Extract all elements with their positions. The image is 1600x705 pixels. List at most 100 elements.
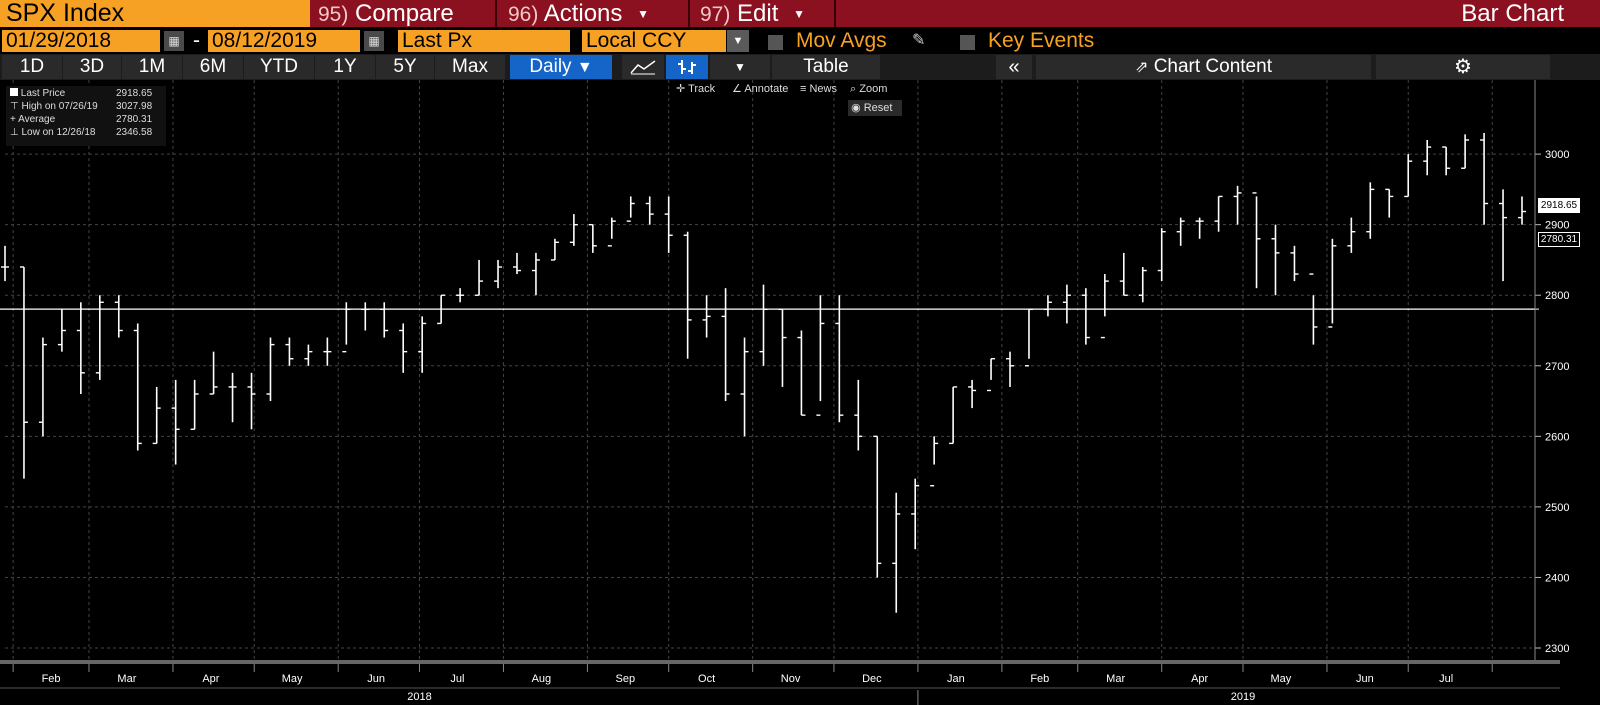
range-ytd-button[interactable]: YTD xyxy=(244,55,314,79)
price-bar xyxy=(1423,140,1432,176)
price-bar xyxy=(512,252,521,275)
reset-icon: ◉ xyxy=(851,102,861,114)
chart-grid xyxy=(5,80,1535,660)
x-axis-scrollbar xyxy=(0,660,1560,664)
price-bar xyxy=(835,295,844,423)
menu-separator xyxy=(834,0,836,27)
chevron-down-icon[interactable]: ▼ xyxy=(727,30,749,52)
x-tick-label: Feb xyxy=(1030,673,1049,685)
price-bar xyxy=(759,284,768,366)
price-chart[interactable]: 2300 2400 2500 2600 2700 2800 2900 3000 Feb Mar A… xyxy=(0,80,1600,705)
price-bar xyxy=(228,372,237,423)
x-tick-label: Mar xyxy=(1106,673,1125,685)
price-bar xyxy=(607,217,616,247)
annotate-label: Annotate xyxy=(744,83,789,95)
price-bar xyxy=(1290,245,1299,282)
x-tick-label: Dec xyxy=(862,673,882,685)
price-bar xyxy=(1157,228,1166,282)
actions-number: 96) xyxy=(508,3,539,26)
range-3d-button[interactable]: 3D xyxy=(63,55,121,79)
price-bar xyxy=(1024,308,1033,367)
year-label: 2019 xyxy=(1231,691,1255,703)
crosshair-icon: ✛ xyxy=(676,83,686,95)
range-1y-button[interactable]: 1Y xyxy=(315,55,375,79)
price-bar xyxy=(1252,192,1261,289)
price-bar xyxy=(721,288,730,402)
range-1d-button[interactable]: 1D xyxy=(2,55,62,79)
price-bar xyxy=(1,245,9,282)
price-bar xyxy=(1271,224,1280,296)
ticker-field[interactable]: SPX Index xyxy=(0,0,310,27)
price-bar xyxy=(171,379,180,465)
x-tick-label: Oct xyxy=(698,673,715,685)
currency-select[interactable]: Local CCY xyxy=(582,30,726,52)
collapse-icon[interactable]: « xyxy=(996,55,1032,79)
search-icon: ⌕ xyxy=(850,83,857,95)
range-max-button[interactable]: Max xyxy=(435,55,505,79)
price-bar xyxy=(1100,274,1109,339)
range-5y-button[interactable]: 5Y xyxy=(376,55,434,79)
price-bar xyxy=(569,214,578,246)
gear-icon[interactable]: ⚙ xyxy=(1376,55,1550,79)
start-date-field[interactable]: 01/29/2018 xyxy=(2,30,160,52)
price-bar xyxy=(740,337,749,437)
zoom-tool[interactable]: ⌕ Zoom xyxy=(850,82,887,97)
high-label: High on 07/26/19 xyxy=(21,101,98,112)
average-value: 2780.31 xyxy=(116,114,153,125)
price-bar xyxy=(626,196,635,222)
price-bar xyxy=(209,351,218,395)
calendar-icon[interactable]: ▦ xyxy=(364,31,384,51)
price-bar xyxy=(1176,217,1185,246)
reset-button[interactable]: ◉ Reset xyxy=(848,100,902,116)
track-tool[interactable]: ✛ Track xyxy=(676,82,715,97)
annotate-icon: ∠ xyxy=(732,83,742,95)
range-1m-button[interactable]: 1M xyxy=(122,55,182,79)
chevron-down-icon[interactable]: ▼ xyxy=(710,55,770,79)
pencil-icon[interactable]: ✎ xyxy=(912,32,926,49)
price-bar xyxy=(1480,132,1489,225)
y-tick-label: 2500 xyxy=(1545,502,1569,514)
price-bar xyxy=(1347,217,1356,253)
reset-label: Reset xyxy=(863,102,893,114)
edit-menu[interactable]: 97) Edit ▼ xyxy=(700,0,805,27)
y-tick-label: 2700 xyxy=(1545,361,1569,373)
chevron-down-icon: ▼ xyxy=(793,7,805,22)
price-bar xyxy=(854,379,863,451)
field-select[interactable]: Last Px xyxy=(398,30,570,52)
table-button[interactable]: Table xyxy=(772,55,880,79)
line-chart-icon[interactable] xyxy=(622,55,664,79)
range-6m-button[interactable]: 6M xyxy=(183,55,243,79)
last-price-icon xyxy=(10,88,18,96)
low-label: Low on 12/26/18 xyxy=(21,127,96,138)
average-price-tag: 2780.31 xyxy=(1538,232,1580,247)
y-tick-label: 2800 xyxy=(1545,290,1569,302)
news-tool[interactable]: ≡ News xyxy=(800,82,837,97)
price-bar xyxy=(911,478,920,550)
price-bar xyxy=(1062,284,1071,324)
price-bar xyxy=(456,288,465,303)
price-bar xyxy=(816,295,825,416)
compare-label: Compare xyxy=(355,0,454,27)
price-bar xyxy=(247,372,256,430)
page-title: Bar Chart xyxy=(1461,0,1564,27)
y-tick-label: 2900 xyxy=(1545,220,1569,232)
last-price-label: Last Price xyxy=(20,88,66,99)
actions-menu[interactable]: 96) Actions ▼ xyxy=(508,0,649,27)
x-tick-label: May xyxy=(282,673,303,685)
calendar-icon[interactable]: ▦ xyxy=(164,31,184,51)
x-tick-label: Mar xyxy=(117,673,136,685)
bar-chart-icon[interactable] xyxy=(666,55,708,79)
x-tick-label: Jun xyxy=(1356,673,1374,685)
price-bar xyxy=(1385,188,1394,218)
price-bar xyxy=(873,435,882,578)
key-events-checkbox[interactable] xyxy=(960,35,975,50)
compare-menu[interactable]: 95) Compare xyxy=(318,0,454,27)
end-date-field[interactable]: 08/12/2019 xyxy=(208,30,360,52)
chart-content-button[interactable]: ⇗ Chart Content xyxy=(1036,55,1371,79)
frequency-dropdown[interactable]: Daily ▼ xyxy=(510,55,612,79)
mov-avgs-checkbox[interactable] xyxy=(768,35,783,50)
x-tick-label: Jul xyxy=(450,673,464,685)
annotate-tool[interactable]: ∠ Annotate xyxy=(732,82,788,97)
x-axis: Feb Mar Apr May Jun Jul Aug Sep Oct Nov Dec Jan Feb M… xyxy=(0,660,1560,705)
price-bar xyxy=(1195,217,1204,239)
